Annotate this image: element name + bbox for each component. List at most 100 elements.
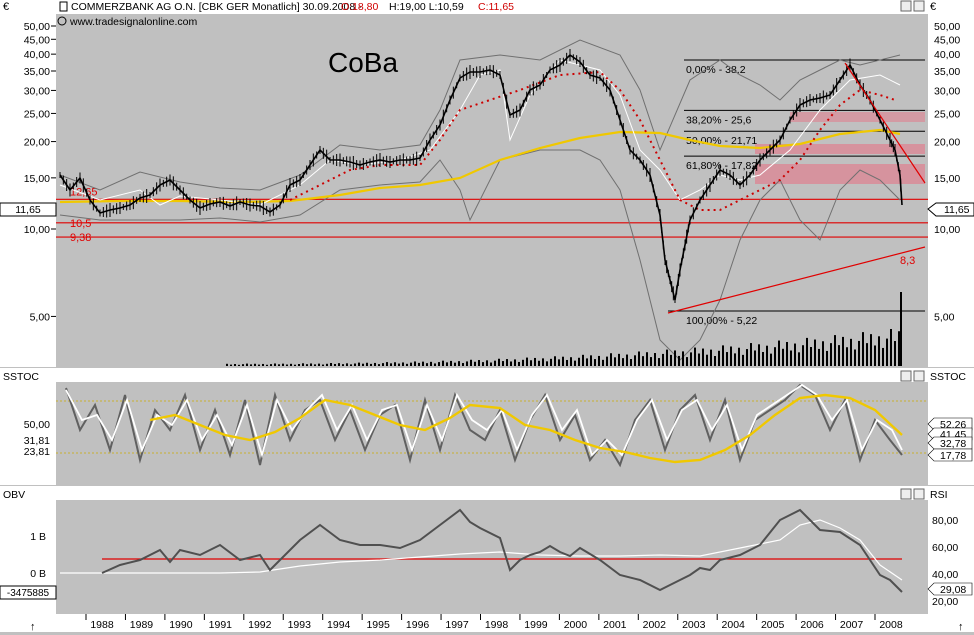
volume-bar	[850, 338, 852, 366]
volume-bar	[722, 345, 724, 366]
fib-label: 100,00% - 5,22	[686, 315, 757, 327]
price-tick-left: 50,00	[24, 21, 50, 33]
volume-bar	[794, 343, 796, 366]
volume-bar	[498, 358, 500, 366]
close-label: C:11,65	[478, 1, 514, 13]
x-tick-label: 1992	[248, 619, 272, 631]
sstoc-tick-left: 23,81	[24, 446, 50, 458]
volume-bar	[686, 357, 688, 366]
volume-bar	[290, 363, 292, 366]
resistance-trendline	[844, 62, 926, 184]
rsi-title-right: RSI	[930, 489, 948, 501]
volume-bar	[878, 336, 880, 366]
sstoc-minimize-button[interactable]	[900, 370, 912, 382]
obv-minimize-button[interactable]	[900, 488, 912, 500]
volume-bar	[366, 362, 368, 366]
volume-bar	[894, 341, 896, 366]
volume-bar	[458, 361, 460, 366]
sstoc-tick-left: 50,00	[24, 419, 50, 431]
volume-bar	[766, 345, 768, 366]
volume-bar	[538, 360, 540, 366]
sstoc-value-tag	[927, 436, 973, 450]
lower-band	[59, 149, 901, 361]
volume-bar	[474, 361, 476, 366]
volume-bar	[826, 350, 828, 366]
volume-bar	[514, 359, 516, 366]
volume-bar	[422, 361, 424, 366]
volume-bar	[506, 359, 508, 366]
volume-bar	[262, 363, 264, 366]
volume-bar	[874, 345, 876, 366]
support-label: 10,5	[70, 218, 91, 230]
support-label: 12,65	[70, 186, 98, 198]
price-tick-left: 40,00	[24, 49, 50, 61]
volume-bar	[726, 352, 728, 366]
volume-bar	[426, 363, 428, 366]
volume-bar	[830, 343, 832, 366]
fib-label: 61,80% - 17,82	[686, 160, 757, 172]
sstoc-close-button[interactable]	[913, 370, 925, 382]
x-tick-label: 2007	[840, 619, 864, 631]
volume-bar	[446, 362, 448, 366]
volume-bar	[770, 353, 772, 366]
volume-bar	[334, 363, 336, 366]
volume-bar	[626, 354, 628, 366]
volume-bar	[402, 362, 404, 366]
currency-left: €	[3, 1, 9, 13]
volume-bar	[486, 360, 488, 366]
volume-bar	[398, 363, 400, 366]
obv-last-value: -3475885	[7, 588, 50, 599]
volume-bar	[786, 341, 788, 366]
volume-bar	[890, 328, 892, 366]
scroll-up-arrow-right[interactable]: ↑	[958, 621, 964, 633]
volume-bar	[278, 364, 280, 366]
price-plot-area	[56, 14, 928, 367]
volume-bar	[886, 338, 888, 366]
volume-bar	[674, 350, 676, 366]
symbol-icon[interactable]	[59, 1, 68, 12]
x-tick-label: 2001	[603, 619, 627, 631]
volume-bar	[418, 362, 420, 366]
volume-bar	[646, 352, 648, 366]
volume-bar	[802, 345, 804, 366]
volume-bar	[642, 356, 644, 366]
ohlc-bars	[59, 49, 902, 303]
volume-bar	[630, 359, 632, 366]
volume-bar	[230, 364, 232, 366]
obv-close-button[interactable]	[913, 488, 925, 500]
volume-bar	[838, 345, 840, 366]
volume-bar	[898, 331, 900, 366]
rsi-tick-right: 80,00	[932, 515, 958, 527]
volume-bar	[226, 363, 228, 366]
volume-bar	[302, 363, 304, 366]
volume-bar	[866, 343, 868, 366]
volume-bar	[598, 355, 600, 366]
volume-bar	[854, 349, 856, 366]
volume-bar	[682, 351, 684, 366]
sstoc-tick-left: 31,81	[24, 435, 50, 447]
volume-bar	[494, 360, 496, 366]
volume-bar	[842, 336, 844, 366]
panel-controls	[900, 0, 925, 12]
fib-label: 0,00% - 38,2	[686, 64, 746, 76]
volume-bar	[266, 364, 268, 366]
volume-bar	[622, 358, 624, 366]
volume-bar	[798, 352, 800, 366]
volume-bar	[522, 359, 524, 366]
obv-line	[101, 508, 903, 593]
volume-bar	[870, 334, 872, 366]
obv-tick-left: 0 B	[30, 568, 46, 580]
volume-bar	[274, 363, 276, 366]
close-button[interactable]	[913, 0, 925, 12]
scroll-up-arrow[interactable]: ↑	[30, 621, 36, 633]
volume-bar	[590, 355, 592, 366]
volume-bar	[858, 340, 860, 366]
volume-bar	[714, 356, 716, 366]
volume-bar	[806, 337, 808, 366]
minimize-button[interactable]	[900, 0, 912, 12]
volume-bar	[582, 354, 584, 366]
price-tick-right: 15,00	[934, 173, 960, 185]
price-tick-right: 25,00	[934, 108, 960, 120]
